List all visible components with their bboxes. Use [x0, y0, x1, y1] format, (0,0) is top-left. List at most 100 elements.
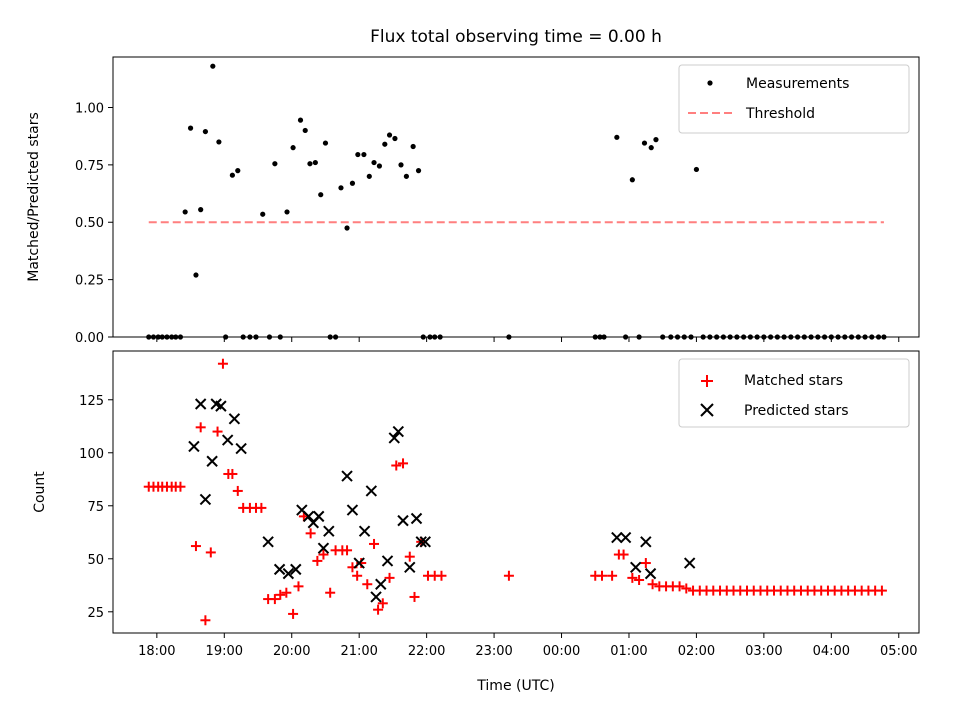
- measurements-point: [187, 125, 194, 131]
- measurements-point: [272, 161, 278, 167]
- top-y-axis-label: Matched/Predicted stars: [26, 112, 42, 282]
- predicted-stars-point: [365, 485, 378, 497]
- measurements-point: [318, 192, 324, 198]
- bottom-y-tick-label: 25: [87, 606, 104, 621]
- matched-stars-point: [627, 572, 638, 583]
- legend-predicted-label: Predicted stars: [744, 403, 849, 419]
- predicted-stars-point: [323, 525, 335, 537]
- matched-stars-point: [232, 485, 243, 496]
- matched-stars-point: [377, 598, 388, 609]
- measurements-point: [415, 168, 422, 174]
- predicted-stars-point: [302, 510, 315, 523]
- top-chart-title: Flux total observing time = 0.00 h: [370, 27, 662, 47]
- x-tick-label: 19:00: [206, 644, 243, 659]
- measurements-point: [216, 139, 222, 145]
- x-tick-label: 18:00: [138, 644, 175, 659]
- matched-stars-point: [318, 549, 329, 560]
- predicted-stars-point: [419, 536, 431, 548]
- x-tick-label: 23:00: [475, 644, 512, 659]
- predicted-stars-point: [221, 434, 234, 446]
- measurements-point: [284, 209, 290, 215]
- measurements-point: [302, 127, 308, 134]
- predicted-stars-point: [290, 563, 302, 576]
- predicted-stars-point: [644, 567, 657, 580]
- x-tick-label: 22:00: [408, 644, 445, 659]
- matched-stars-point: [256, 502, 267, 513]
- predicted-stars-point: [392, 425, 405, 438]
- measurements-point: [648, 145, 654, 151]
- matched-stars-point: [391, 460, 402, 471]
- matched-stars-point: [342, 545, 353, 556]
- measurements-point: [312, 159, 318, 166]
- matched-stars-point: [305, 528, 316, 539]
- measurements-point: [193, 272, 199, 278]
- predicted-stars-point: [188, 440, 200, 453]
- measurements-point: [371, 159, 377, 166]
- bottom-legend: Matched stars Predicted stars: [678, 358, 910, 428]
- x-axis-label: Time (UTC): [476, 678, 554, 694]
- predicted-stars-point: [375, 578, 387, 590]
- legend-matched-label: Matched stars: [744, 373, 843, 389]
- top-plot-frame: [112, 56, 920, 338]
- bottom-legend-frame: [678, 358, 910, 428]
- predicted-stars-point: [194, 398, 207, 410]
- measurements-point: [210, 63, 216, 69]
- measurements-point: [392, 135, 398, 142]
- measurements-point: [386, 132, 393, 138]
- x-tick-label: 05:00: [880, 644, 917, 659]
- measurements-point: [229, 172, 235, 178]
- predicted-stars-point: [404, 561, 416, 573]
- matched-stars-point: [205, 547, 216, 558]
- predicted-stars-point: [206, 455, 218, 467]
- predicted-stars-point: [415, 536, 427, 548]
- top-y-tick-label: 0.75: [75, 159, 104, 174]
- top-y-tick-label: 1.00: [75, 101, 104, 116]
- matched-stars-point: [325, 587, 336, 598]
- predicted-stars-point: [282, 567, 295, 580]
- matched-stars-point: [369, 538, 380, 549]
- bottom-ticks: 18:00 19:00 20:00 21:00 22:00 23:00 00:00 01:00…: [79, 394, 917, 659]
- matched-stars-point: [288, 608, 299, 619]
- predicted-stars-point: [388, 432, 400, 444]
- matched-stars-point: [618, 549, 629, 560]
- bottom-y-tick-label: 75: [87, 500, 104, 515]
- bottom-y-tick-label: 100: [79, 447, 104, 462]
- measurements-point: [398, 162, 404, 168]
- matched-stars-point: [373, 604, 384, 615]
- measurements-point: [376, 163, 383, 169]
- predicted-stars-point: [317, 542, 330, 554]
- predicted-stars-point: [358, 525, 371, 537]
- predicted-stars-point: [630, 561, 642, 573]
- predicted-stars-point: [215, 400, 227, 412]
- predicted-stars-point: [370, 591, 382, 603]
- legend-matched-marker: [701, 375, 713, 387]
- predicted-stars-point: [397, 514, 409, 527]
- measurements-point: [653, 137, 659, 143]
- matched-stars-point: [362, 579, 373, 590]
- legend-threshold-label: Threshold: [745, 106, 815, 122]
- measurements-point: [366, 173, 372, 179]
- matched-stars-point: [212, 426, 223, 437]
- matched-stars-point: [876, 585, 887, 596]
- top-y-tick-label: 0.50: [75, 216, 104, 231]
- matched-stars-point: [409, 591, 420, 602]
- matched-stars-point: [281, 587, 292, 598]
- bottom-y-tick-label: 50: [87, 553, 104, 568]
- measurements-point: [297, 117, 304, 123]
- measurements-point: [403, 173, 409, 179]
- measurements-point: [198, 207, 204, 213]
- measurements-point: [349, 180, 356, 186]
- measurements-point: [235, 168, 241, 174]
- top-ticks: 0.00 0.25 0.50 0.75 1.00: [75, 101, 900, 346]
- x-tick-label: 02:00: [678, 644, 715, 659]
- matched-stars-point: [674, 581, 685, 592]
- measurements-point: [290, 145, 296, 151]
- x-tick-label: 00:00: [543, 644, 580, 659]
- x-tick-label: 03:00: [745, 644, 782, 659]
- matched-stars-point: [175, 481, 186, 492]
- top-y-tick-label: 0.00: [75, 331, 104, 346]
- measurements-point: [641, 140, 648, 146]
- measurements-point: [693, 166, 700, 173]
- measurements-point: [382, 141, 388, 147]
